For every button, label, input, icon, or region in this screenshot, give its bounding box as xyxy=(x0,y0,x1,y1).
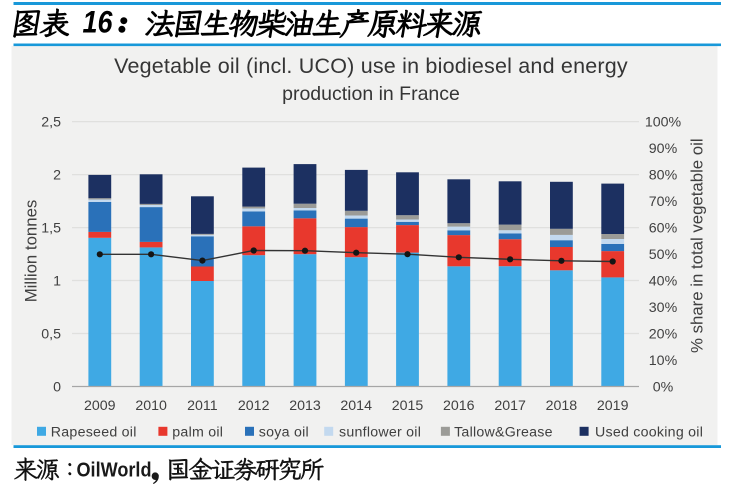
svg-text:% share in total vegetable oil: % share in total vegetable oil xyxy=(688,138,707,353)
svg-text:70%: 70% xyxy=(649,194,678,210)
svg-text:10%: 10% xyxy=(649,353,678,369)
svg-text:2,5: 2,5 xyxy=(41,114,61,130)
svg-text:2009: 2009 xyxy=(84,398,116,414)
svg-text:0,5: 0,5 xyxy=(41,326,61,342)
svg-text:palm oil: palm oil xyxy=(172,424,223,440)
svg-text:100%: 100% xyxy=(645,114,682,130)
svg-text:90%: 90% xyxy=(649,141,678,157)
svg-text:0%: 0% xyxy=(653,379,674,395)
svg-text:1: 1 xyxy=(53,273,61,289)
svg-text:soya oil: soya oil xyxy=(259,424,309,440)
svg-text:2018: 2018 xyxy=(546,398,578,414)
svg-text:40%: 40% xyxy=(649,273,678,289)
svg-text:80%: 80% xyxy=(649,167,678,183)
svg-text:Used cooking oil: Used cooking oil xyxy=(595,424,703,440)
svg-text:1,5: 1,5 xyxy=(41,220,61,236)
svg-text:2010: 2010 xyxy=(135,398,167,414)
svg-text:30%: 30% xyxy=(649,300,678,316)
svg-text:OilWorld: OilWorld xyxy=(77,458,152,481)
svg-text:20%: 20% xyxy=(649,326,678,342)
svg-text:50%: 50% xyxy=(649,247,678,263)
svg-text:2: 2 xyxy=(53,167,61,183)
svg-text:production in France: production in France xyxy=(282,83,460,105)
svg-text:Vegetable oil (incl. UCO) use: Vegetable oil (incl. UCO) use in biodies… xyxy=(114,54,628,78)
svg-text:60%: 60% xyxy=(649,220,678,236)
svg-text:0: 0 xyxy=(53,379,61,395)
svg-text:2013: 2013 xyxy=(289,398,321,414)
svg-text:sunflower oil: sunflower oil xyxy=(339,424,421,440)
svg-text:16: 16 xyxy=(83,4,113,40)
svg-text:2019: 2019 xyxy=(597,398,629,414)
svg-text:Rapeseed oil: Rapeseed oil xyxy=(51,424,137,440)
svg-text:2011: 2011 xyxy=(187,398,218,414)
svg-text:Million tonnes: Million tonnes xyxy=(22,200,41,303)
svg-text:2014: 2014 xyxy=(340,398,372,414)
svg-text:Tallow&Grease: Tallow&Grease xyxy=(454,424,553,440)
svg-text:2015: 2015 xyxy=(392,398,424,414)
svg-text:2016: 2016 xyxy=(443,398,475,414)
svg-text:2012: 2012 xyxy=(238,398,270,414)
svg-text:2017: 2017 xyxy=(494,398,526,414)
